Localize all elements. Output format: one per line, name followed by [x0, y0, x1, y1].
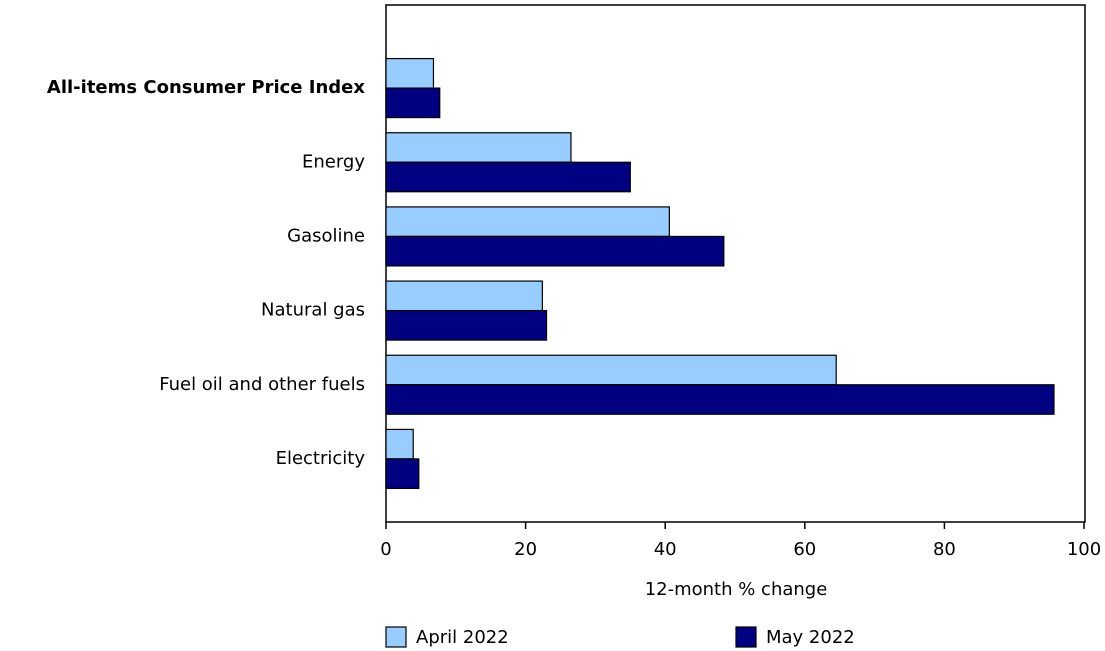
bar — [385, 132, 572, 163]
y-tick-label: Energy — [302, 151, 365, 172]
bar — [385, 309, 548, 341]
x-tick-label: 80 — [933, 539, 956, 560]
legend-swatch — [735, 626, 757, 648]
bar — [385, 57, 435, 89]
x-tick-label: 100 — [1067, 539, 1101, 560]
x-tick-label: 40 — [654, 539, 677, 560]
y-tick-label: Gasoline — [287, 225, 365, 246]
legend-label: May 2022 — [766, 627, 855, 648]
bar — [385, 428, 414, 460]
bar — [385, 354, 837, 386]
bar — [385, 384, 1055, 415]
y-tick-label: Natural gas — [261, 300, 365, 321]
x-axis-label: 12-month % change — [645, 579, 828, 600]
x-tick-label: 60 — [793, 539, 816, 560]
bar — [385, 206, 670, 238]
bar — [385, 280, 543, 312]
x-tick-label: 20 — [514, 539, 537, 560]
bar — [385, 87, 441, 119]
y-tick-label: All-items Consumer Price Index — [47, 77, 365, 98]
x-tick-label: 0 — [380, 539, 391, 560]
legend-swatch — [385, 626, 407, 648]
y-tick-label: Electricity — [276, 448, 366, 469]
bar — [385, 458, 420, 490]
bar — [385, 235, 725, 267]
y-tick-label: Fuel oil and other fuels — [159, 374, 365, 395]
bar — [385, 161, 631, 193]
legend-label: April 2022 — [416, 627, 509, 648]
